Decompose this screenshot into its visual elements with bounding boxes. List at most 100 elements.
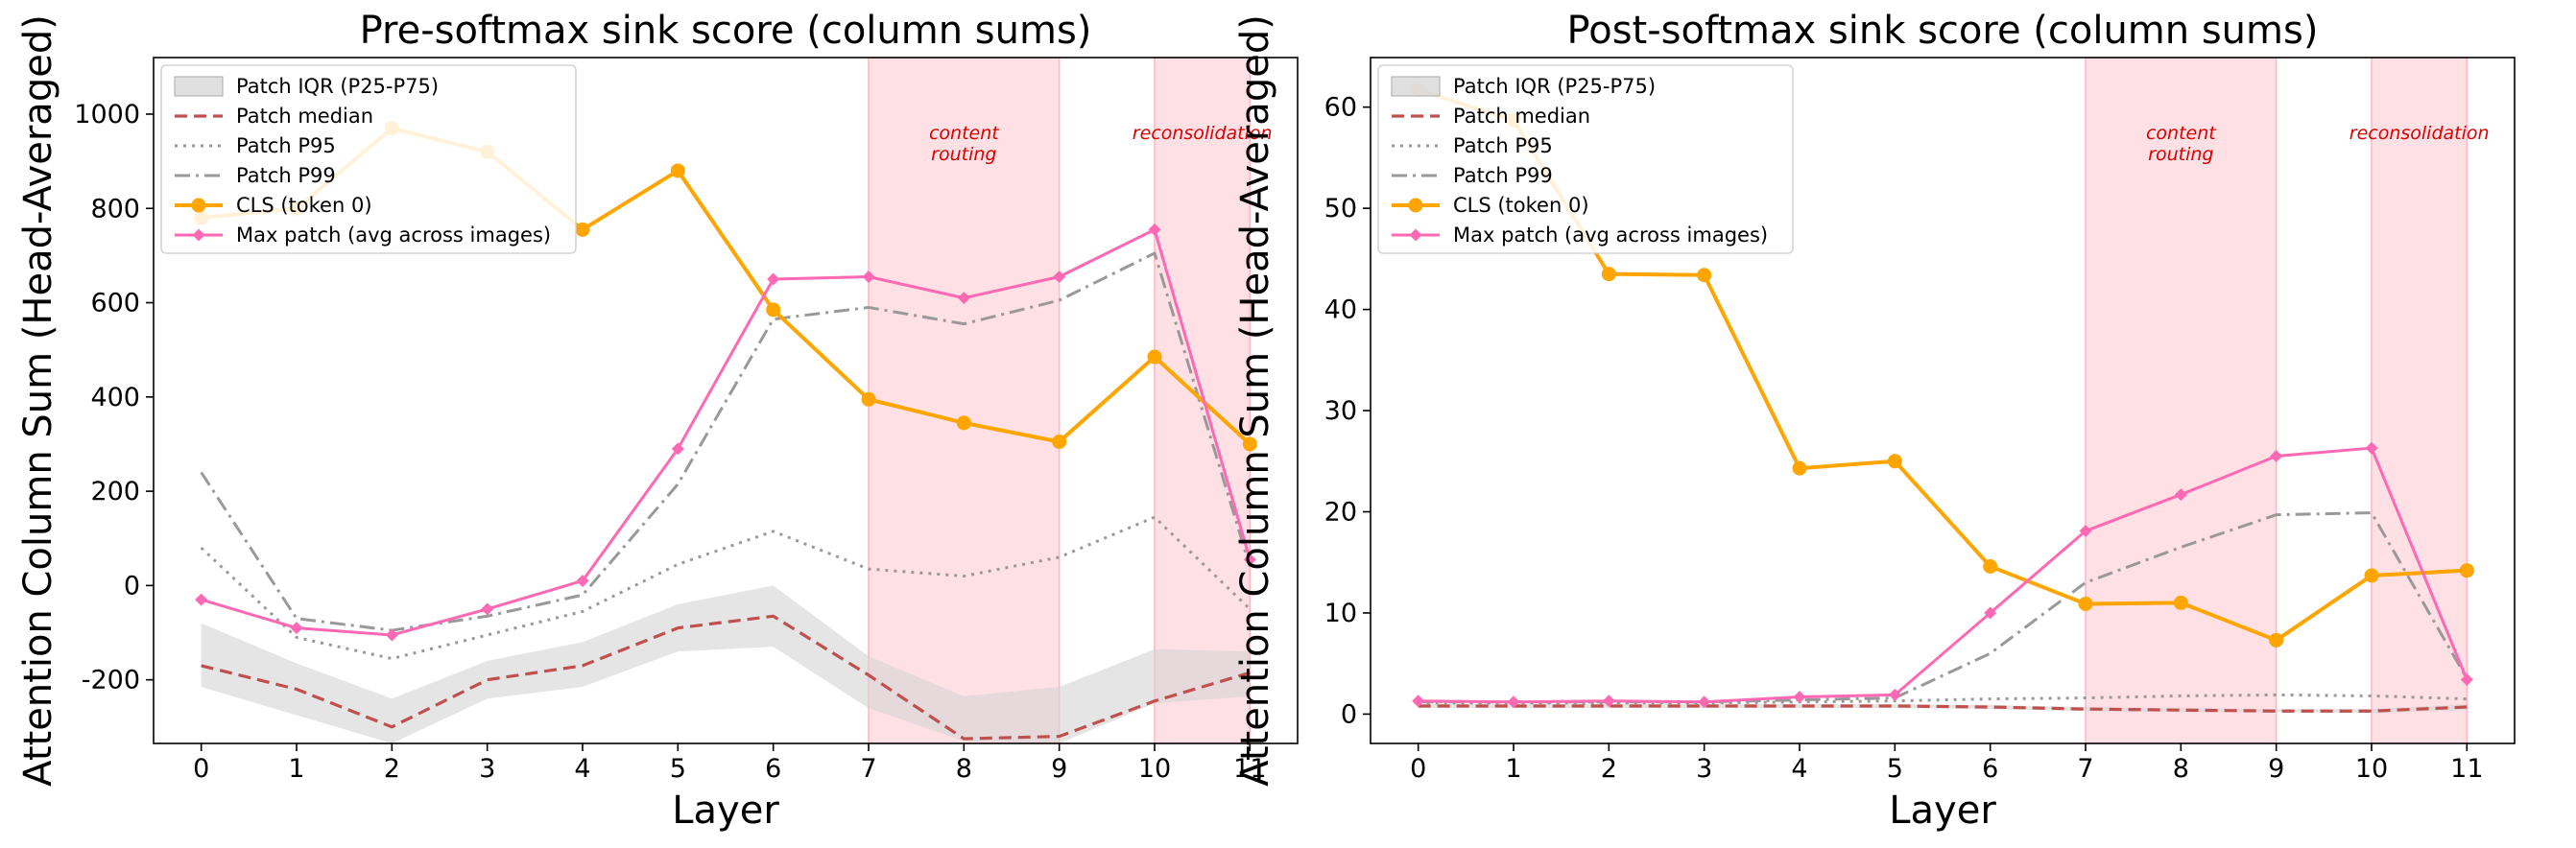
iqr-area [201, 585, 1251, 743]
legend-marker-cls [191, 198, 206, 213]
maxpatch-point [767, 272, 780, 286]
maxpatch-point [1507, 695, 1520, 709]
cls-point [861, 391, 876, 407]
x-tick-label: 0 [193, 754, 209, 784]
x-axis-label: Layer [1889, 789, 1996, 833]
y-tick-label: 600 [90, 289, 140, 318]
maxpatch-point [1148, 223, 1161, 236]
cls-point [1052, 434, 1067, 449]
maxpatch-point [481, 602, 494, 616]
chart-title: Post-softmax sink score (column sums) [1567, 9, 2319, 53]
y-tick-label: 50 [1324, 194, 1357, 224]
highlight-band [868, 58, 1061, 743]
pre-softmax-panel: content routing reconsolidation 0 1 2 3 4 5 6 7 8 9 1… [16, 9, 1299, 833]
legend-label: Patch median [1453, 105, 1590, 128]
legend-label: Max patch (avg across images) [1453, 224, 1768, 247]
cls-point [2269, 632, 2284, 648]
x-tick-label: 7 [2077, 754, 2093, 784]
cls-point [1242, 436, 1257, 452]
y-tick-label: 10 [1324, 599, 1357, 628]
y-tick-label: 200 [90, 477, 140, 506]
y-tick-label: 0 [124, 571, 140, 601]
cls-point [2173, 595, 2188, 610]
x-tick-label: 11 [2450, 754, 2483, 784]
y-axis-label: Attention Column Sum (Head-Averaged) [16, 14, 60, 787]
legend-label: Patch IQR (P25-P75) [236, 75, 439, 98]
x-tick-label: 1 [1505, 754, 1521, 784]
y-tick-label: 20 [1324, 498, 1357, 528]
p99-line [1418, 511, 2469, 704]
x-tick-label: 3 [479, 754, 495, 784]
post-softmax-panel: content routing reconsolidation 0 1 2 3 4 5 6 7 8 9 1… [1233, 9, 2516, 833]
x-tick-label: 11 [1233, 754, 1266, 784]
band-label: reconsolidation [1133, 123, 1273, 144]
x-tick-label: 6 [1982, 754, 1998, 784]
x-tick-label: 10 [2355, 754, 2388, 784]
legend-marker-cls [1408, 198, 1423, 213]
axes-frame [1370, 57, 2516, 744]
median-line [1418, 704, 2468, 713]
legend-swatch-iqr [174, 76, 224, 97]
maxpatch-point [290, 622, 303, 635]
maxpatch-point [2079, 525, 2092, 538]
x-tick-label: 8 [956, 754, 972, 784]
maxpatch-point [1602, 695, 1615, 708]
band-label: reconsolidation [2349, 123, 2490, 144]
median-line [201, 614, 1251, 741]
y-tick-label: -200 [82, 666, 140, 695]
legend-label: CLS (token 0) [236, 194, 372, 217]
axes-frame [153, 57, 1299, 744]
maxpatch-point [1793, 690, 1806, 703]
iqr-area [1418, 703, 2468, 714]
band-label-line: reconsolidation [2349, 123, 2490, 144]
maxpatch-point [195, 593, 208, 606]
cls-point [2364, 568, 2379, 583]
legend-label: Patch IQR (P25-P75) [1453, 75, 1656, 98]
x-tick-label: 9 [1051, 754, 1067, 784]
cls-point [2078, 596, 2093, 611]
cls-point [1147, 349, 1162, 365]
x-axis-label: Layer [672, 789, 779, 833]
maxpatch-point [2460, 673, 2473, 687]
legend-label: Patch median [236, 105, 373, 128]
x-tick-label: 5 [670, 754, 686, 784]
legend-label: Patch P99 [236, 164, 336, 187]
band-label-line: routing [931, 144, 996, 165]
y-tick-label: 0 [1341, 699, 1357, 729]
x-tick-label: 3 [1696, 754, 1712, 784]
cls-point [575, 222, 590, 237]
legend-box [160, 64, 577, 254]
maxpatch-line [1418, 446, 2469, 704]
cls-point [766, 302, 781, 318]
maxpatch-line [201, 227, 1252, 637]
maxpatch-point [671, 442, 684, 456]
maxpatch-point [1053, 271, 1066, 284]
band-label-line: content [929, 123, 1000, 144]
legend-label: CLS (token 0) [1453, 194, 1589, 217]
cls-point [2459, 563, 2474, 578]
x-tick-label: 8 [2173, 754, 2189, 784]
cls-point [1983, 558, 1998, 574]
maxpatch-point [1888, 688, 1901, 701]
x-tick-label: 9 [2268, 754, 2284, 784]
cls-point [1601, 267, 1616, 282]
y-tick-label: 400 [90, 383, 140, 412]
legend-swatch-iqr [1391, 76, 1441, 97]
x-tick-label: 4 [1791, 754, 1807, 784]
p95-line [1418, 693, 2468, 705]
plot-area [1411, 58, 2474, 743]
highlight-band [2371, 58, 2469, 743]
band-label: content routing [929, 123, 1000, 165]
legend-label: Max patch (avg across images) [236, 224, 551, 247]
x-tick-label: 10 [1138, 754, 1171, 784]
maxpatch-point [862, 271, 875, 284]
maxpatch-point [576, 574, 589, 587]
maxpatch-point [1698, 695, 1711, 709]
cls-point [956, 415, 971, 431]
y-tick-label: 800 [90, 194, 140, 224]
cls-point [1792, 460, 1807, 476]
chart-title: Pre-softmax sink score (column sums) [360, 9, 1092, 53]
y-axis-label: Attention Column Sum (Head-Averaged) [1233, 14, 1277, 787]
x-tick-label: 5 [1887, 754, 1903, 784]
